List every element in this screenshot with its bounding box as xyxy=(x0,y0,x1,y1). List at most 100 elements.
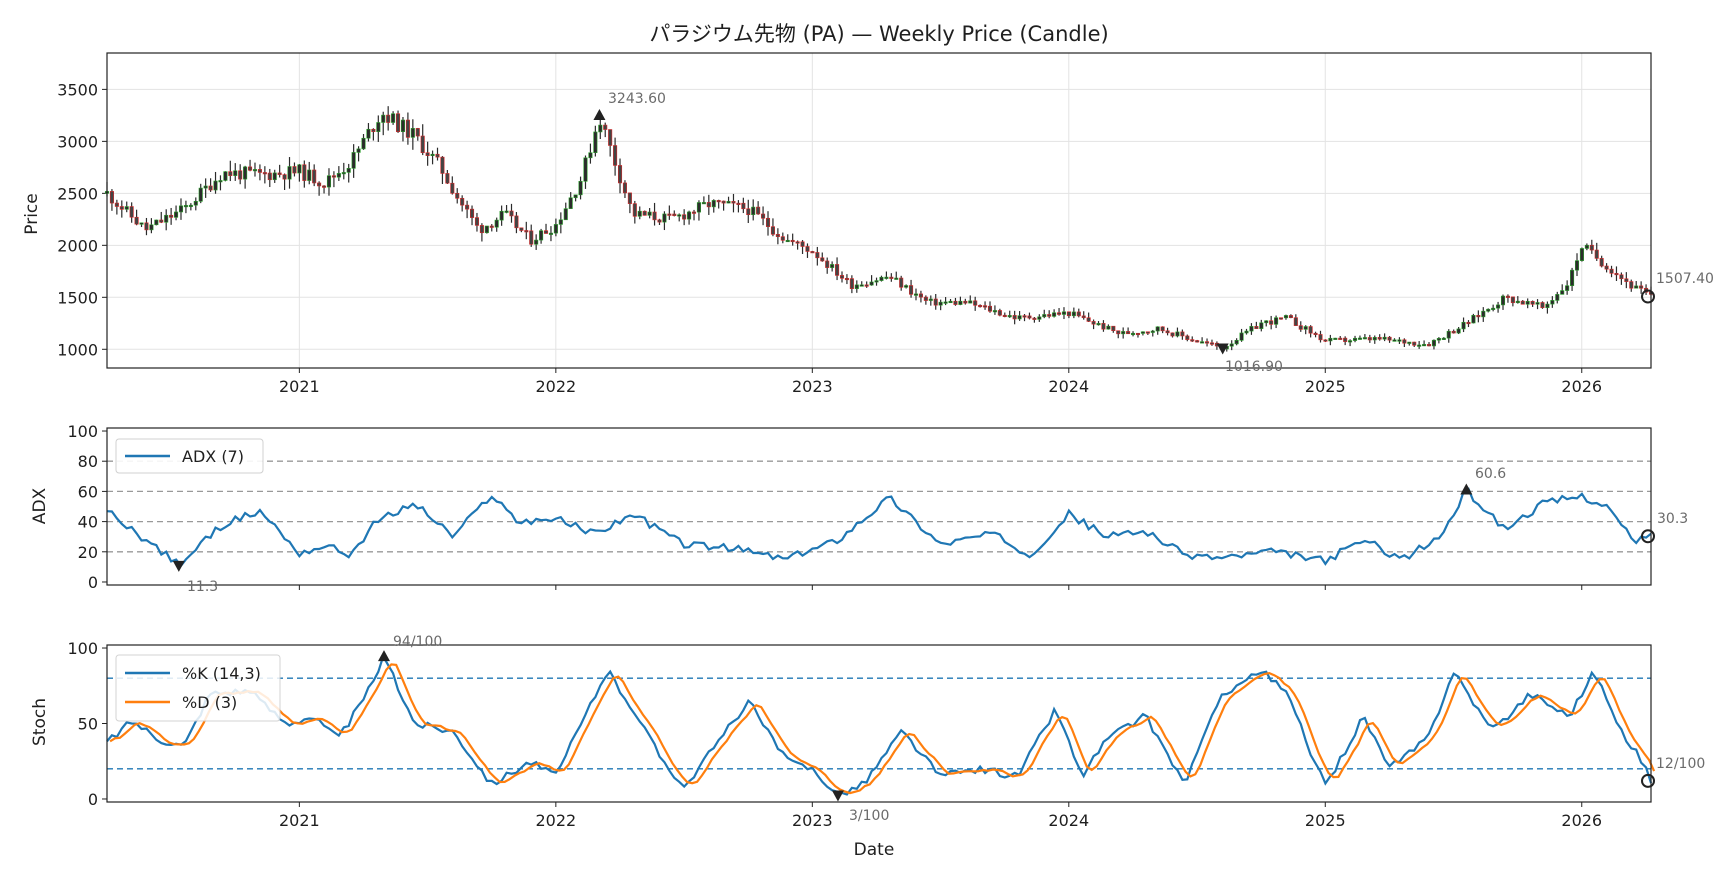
candle-body xyxy=(1619,274,1624,280)
candle-body xyxy=(963,300,968,304)
candle-body xyxy=(884,276,889,279)
chart-title: パラジウム先物 (PA) — Weekly Price (Candle) xyxy=(649,22,1108,46)
candle-body xyxy=(1071,311,1076,317)
candle-body xyxy=(1165,330,1170,334)
candle-body xyxy=(1209,342,1214,345)
candle-body xyxy=(1426,344,1432,347)
candle-body xyxy=(1017,315,1022,320)
candle-body xyxy=(874,280,879,283)
price-ylabel: Price xyxy=(22,193,42,234)
candle-body xyxy=(1624,278,1629,282)
candle-body xyxy=(124,206,129,210)
candle-body xyxy=(292,166,297,174)
candle-body xyxy=(1491,307,1496,310)
max-marker xyxy=(377,650,390,662)
candle-body xyxy=(223,171,228,181)
candle-body xyxy=(1190,339,1195,342)
stoch-max-label: 94/100 xyxy=(393,634,442,650)
candle-body xyxy=(1382,336,1387,340)
candle-body xyxy=(1367,337,1372,341)
candle-body xyxy=(815,252,820,259)
candle-body xyxy=(248,166,253,171)
candle-body xyxy=(854,284,859,289)
candle-body xyxy=(1496,304,1501,309)
candle-body xyxy=(282,174,287,180)
last-marker xyxy=(1641,289,1655,304)
candle-body xyxy=(119,206,124,210)
candle-body xyxy=(1002,314,1007,318)
candle-body xyxy=(1116,330,1121,335)
candle-body xyxy=(835,264,840,276)
candle-body xyxy=(1318,334,1323,341)
candle-body xyxy=(608,129,613,146)
axes-frame xyxy=(106,52,1652,369)
candle-body xyxy=(183,205,188,208)
candle-body xyxy=(800,241,805,247)
candle-body xyxy=(1160,326,1165,332)
candle-body xyxy=(1047,314,1052,317)
candle-body xyxy=(1579,248,1584,261)
adx-min-label: 11.3 xyxy=(187,579,218,595)
candle-body xyxy=(1140,331,1145,334)
candle-body xyxy=(361,137,366,150)
candle-body xyxy=(627,192,632,204)
candle-body xyxy=(820,257,825,262)
candle-body xyxy=(208,185,213,191)
candle-body xyxy=(780,236,785,241)
candle-body xyxy=(149,224,154,231)
candle-body xyxy=(1012,315,1017,320)
candle-body xyxy=(958,300,963,305)
candle-body xyxy=(1343,337,1348,342)
candle-body xyxy=(178,205,184,213)
candle-body xyxy=(1121,331,1126,335)
candle-body xyxy=(484,225,489,234)
candle-body xyxy=(198,187,203,202)
candle-body xyxy=(1328,337,1333,342)
candle-body xyxy=(603,124,608,130)
candle-body xyxy=(1022,315,1027,318)
candle-body xyxy=(997,310,1002,316)
candle-body xyxy=(731,201,736,204)
candle-body xyxy=(1200,341,1205,344)
candle-body xyxy=(1081,315,1086,319)
candle-body xyxy=(415,128,420,137)
y-tick-label: 0 xyxy=(88,573,98,592)
candle-body xyxy=(775,234,780,237)
candle-body xyxy=(553,224,558,234)
candle-body xyxy=(1372,337,1377,341)
candle-body xyxy=(1407,341,1412,344)
candle-body xyxy=(1244,330,1249,334)
candle-body xyxy=(1180,331,1185,337)
candle-body xyxy=(741,202,746,210)
candle-body xyxy=(381,114,386,123)
y-tick-label: 0 xyxy=(88,790,98,809)
candle-body xyxy=(588,152,593,159)
stoch-ylabel: Stoch xyxy=(30,698,50,746)
candle-body xyxy=(701,202,706,205)
candle-body xyxy=(109,191,114,204)
candle-body xyxy=(544,230,549,234)
candle-body xyxy=(1357,337,1362,340)
candle-body xyxy=(356,148,361,153)
candle-body xyxy=(1032,317,1037,320)
candle-body xyxy=(1545,303,1550,308)
candle-body xyxy=(1308,326,1313,334)
candle-body xyxy=(1111,325,1116,332)
candle-body xyxy=(859,284,864,287)
candle-body xyxy=(677,214,682,217)
price-last-label: 1507.40 xyxy=(1656,271,1714,287)
candle-body xyxy=(534,239,539,245)
candle-body xyxy=(1570,269,1575,286)
candle-body xyxy=(440,156,445,174)
price-min-label: 1016.90 xyxy=(1225,359,1283,375)
candle-body xyxy=(913,293,919,296)
y-tick-label: 1000 xyxy=(57,340,98,359)
candle-body xyxy=(1402,339,1407,344)
candle-body xyxy=(331,175,336,178)
candle-body xyxy=(1530,301,1535,305)
candle-body xyxy=(1348,340,1353,343)
candle-body xyxy=(494,219,499,228)
candle-body xyxy=(992,310,997,313)
candle-body xyxy=(479,225,484,234)
candle-body xyxy=(1086,317,1091,322)
